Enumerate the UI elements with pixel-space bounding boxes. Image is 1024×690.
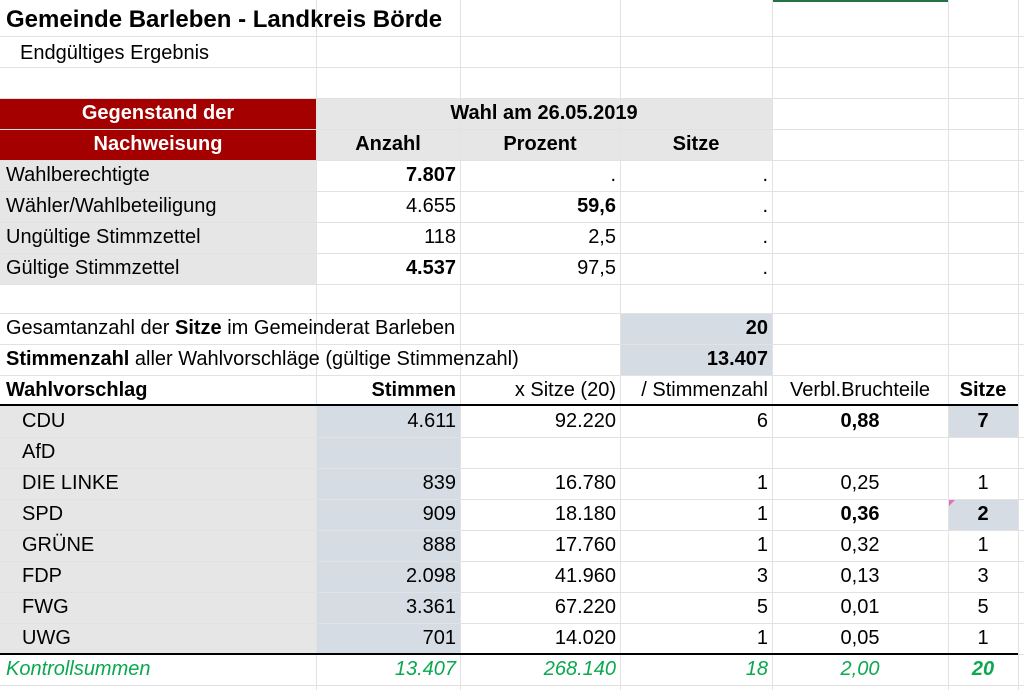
party-stimmen: 3.361: [405, 596, 456, 618]
stat-prozent: 2,5: [588, 226, 616, 248]
table-header-rule: [0, 404, 1018, 406]
th-div: / Stimmenzahl: [641, 379, 768, 401]
header-col-prozent: Prozent: [503, 133, 577, 155]
party-div: 5: [756, 596, 768, 618]
party-sitze: 7: [977, 410, 989, 432]
party-div: 6: [756, 410, 768, 432]
party-x-sitze: [460, 437, 616, 468]
party-x-sitze: 92.220: [554, 410, 616, 432]
party-stimmen: 839: [422, 472, 456, 494]
party-rest: 0,25: [840, 472, 880, 494]
control-div: 18: [745, 658, 768, 680]
stat-prozent: .: [610, 164, 616, 186]
th-party: Wahlvorschlag: [6, 379, 148, 401]
party-sitze: 1: [977, 534, 989, 556]
party-stimmen: 888: [422, 534, 456, 556]
party-div: 1: [756, 627, 768, 649]
party-rest: 0,36: [840, 503, 880, 525]
party-sitze: 1: [977, 627, 989, 649]
page-subtitle: Endgültiges Ergebnis: [20, 42, 210, 64]
party-name: FDP: [22, 565, 62, 587]
control-rule: [0, 653, 1018, 655]
stat-anzahl: 7.807: [405, 164, 456, 186]
th-sitze: Sitze: [959, 379, 1007, 401]
stat-anzahl: 118: [424, 226, 456, 248]
party-sitze: 2: [977, 503, 989, 525]
header-subject-line2: Nachweisung: [93, 133, 223, 155]
party-name: AfD: [22, 441, 56, 463]
party-stimmen: 701: [422, 627, 456, 649]
party-stimmen: 4.611: [407, 410, 456, 432]
votes-total-value: 13.407: [706, 348, 768, 370]
party-div: 1: [756, 503, 768, 525]
party-name: GRÜNE: [22, 534, 95, 556]
stat-prozent: 59,6: [577, 195, 616, 217]
party-sitze: 1: [977, 472, 989, 494]
party-name: FWG: [22, 596, 69, 618]
th-stimmen: Stimmen: [371, 379, 456, 401]
selection-border: [772, 0, 948, 2]
stat-sitze: .: [762, 257, 768, 279]
party-div: [620, 437, 768, 468]
comment-marker: [948, 499, 956, 507]
stat-sitze: .: [762, 226, 768, 248]
party-rest: 0,88: [840, 410, 880, 432]
stat-label: Gültige Stimmzettel: [6, 257, 180, 279]
stat-prozent: 97,5: [577, 257, 616, 279]
party-sitze: [948, 437, 1018, 468]
party-x-sitze: 14.020: [554, 627, 616, 649]
party-rest: 0,32: [840, 534, 880, 556]
stat-label: Ungültige Stimmzettel: [6, 226, 201, 248]
stat-sitze: .: [762, 195, 768, 217]
spd-seat-fill: [948, 499, 1018, 530]
header-col-sitze: Sitze: [672, 133, 720, 155]
control-label: Kontrollsummen: [6, 658, 151, 680]
control-stimmen: 13.407: [394, 658, 456, 680]
stat-label: Wahlberechtigte: [6, 164, 150, 186]
cdu-seat-fill: [948, 406, 1018, 437]
party-x-sitze: 67.220: [554, 596, 616, 618]
party-div: 1: [756, 534, 768, 556]
party-div: 3: [756, 565, 768, 587]
party-x-sitze: 18.180: [554, 503, 616, 525]
party-stimmen: 2.098: [405, 565, 456, 587]
party-name: CDU: [22, 410, 66, 432]
stat-sitze: .: [762, 164, 768, 186]
control-x-sitze: 268.140: [543, 658, 616, 680]
stat-anzahl: 4.537: [405, 257, 456, 279]
votes-total-label: Stimmenzahl aller Wahlvorschläge (gültig…: [6, 348, 519, 370]
party-rest: 0,05: [840, 627, 880, 649]
control-rest: 2,00: [840, 658, 880, 680]
header-col-anzahl: Anzahl: [355, 133, 421, 155]
party-div: 1: [756, 472, 768, 494]
party-rest: 0,13: [840, 565, 880, 587]
party-x-sitze: 16.780: [554, 472, 616, 494]
seats-total-value: 20: [745, 317, 768, 339]
control-sitze: 20: [971, 658, 995, 680]
th-rest: Verbl.Bruchteile: [789, 379, 931, 401]
page-title: Gemeinde Barleben - Landkreis Börde: [6, 6, 443, 33]
party-name: SPD: [22, 503, 64, 525]
party-stimmen: 909: [422, 503, 456, 525]
stat-label: Wähler/Wahlbeteiligung: [6, 195, 217, 217]
party-name: DIE LINKE: [22, 472, 119, 494]
party-sitze: 5: [977, 596, 989, 618]
th-x-sitze: x Sitze (20): [514, 379, 616, 401]
party-stimmen: [316, 437, 456, 468]
party-rest: 0,01: [840, 596, 880, 618]
header-subject-line1: Gegenstand der: [81, 102, 235, 124]
party-name: UWG: [22, 627, 71, 649]
party-rest: [772, 437, 948, 468]
party-sitze: 3: [977, 565, 989, 587]
header-election: Wahl am 26.05.2019: [450, 102, 638, 124]
seats-total-label: Gesamtanzahl der Sitze im Gemeinderat Ba…: [6, 317, 456, 339]
party-x-sitze: 17.760: [554, 534, 616, 556]
party-x-sitze: 41.960: [554, 565, 616, 587]
stat-anzahl: 4.655: [405, 195, 456, 217]
